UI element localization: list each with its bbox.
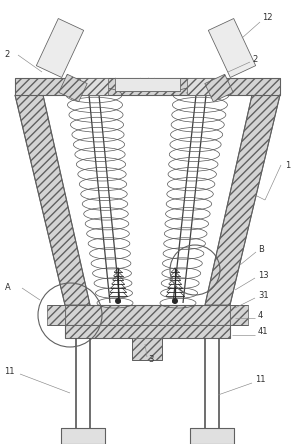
- Bar: [47, 305, 65, 325]
- Text: 1: 1: [285, 160, 290, 170]
- Bar: [61, 428, 105, 444]
- Polygon shape: [36, 19, 84, 78]
- Polygon shape: [59, 74, 87, 102]
- Text: 2: 2: [4, 51, 9, 59]
- Bar: [132, 338, 162, 360]
- Circle shape: [115, 298, 121, 304]
- Text: B: B: [258, 246, 264, 254]
- Text: 12: 12: [262, 13, 273, 23]
- Bar: [230, 305, 248, 325]
- Text: 3: 3: [148, 356, 153, 365]
- Bar: [190, 428, 234, 444]
- Bar: [80, 78, 108, 95]
- Text: 41: 41: [258, 328, 268, 337]
- Text: 31: 31: [258, 290, 269, 300]
- Text: 2: 2: [252, 56, 257, 64]
- Polygon shape: [205, 74, 233, 102]
- Bar: [187, 78, 215, 95]
- Bar: [65, 305, 230, 325]
- Bar: [15, 78, 280, 95]
- Polygon shape: [205, 95, 280, 305]
- Text: 11: 11: [255, 376, 266, 385]
- Text: 11: 11: [4, 368, 14, 377]
- Bar: [65, 325, 230, 338]
- Bar: [115, 78, 180, 91]
- Text: 4: 4: [258, 310, 263, 320]
- Text: 13: 13: [258, 270, 269, 280]
- Text: A: A: [5, 284, 11, 293]
- Circle shape: [172, 298, 178, 304]
- Polygon shape: [15, 95, 90, 305]
- Polygon shape: [208, 19, 256, 78]
